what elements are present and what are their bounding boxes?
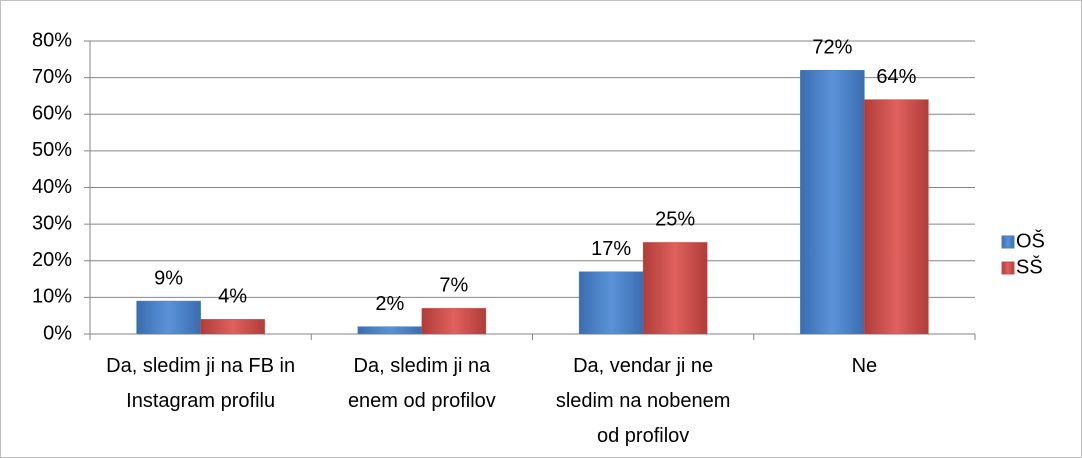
- data-label: 64%: [876, 66, 916, 88]
- bar: [800, 70, 865, 335]
- bar: [357, 326, 423, 335]
- y-tick-label: 10%: [32, 286, 72, 308]
- legend-label: OŠ: [1016, 229, 1045, 252]
- y-tick-label: 0%: [43, 322, 72, 344]
- y-tick-label: 50%: [32, 139, 72, 161]
- data-label: 7%: [439, 275, 468, 297]
- data-label: 4%: [218, 286, 247, 308]
- y-tick-label: 70%: [32, 66, 72, 88]
- data-label: 17%: [591, 238, 631, 260]
- y-tick-label: 20%: [32, 249, 72, 271]
- data-label: 9%: [154, 267, 183, 289]
- y-tick-label: 40%: [32, 176, 72, 198]
- legend-swatch: [1001, 261, 1015, 275]
- data-label: 25%: [655, 209, 695, 231]
- x-tick-label: Da, vendar ji ne sledim na nobenem od prof…: [556, 355, 731, 447]
- bar: [864, 99, 929, 335]
- y-tick-label: 80%: [32, 29, 72, 51]
- y-tick-label: 60%: [32, 103, 72, 125]
- bar: [642, 242, 708, 335]
- x-tick-label: Da, sledim ji na enem od profilov: [348, 355, 496, 412]
- bar: [421, 308, 487, 335]
- y-tick-label: 30%: [32, 212, 72, 234]
- legend-swatch: [1001, 235, 1015, 249]
- data-label: 2%: [375, 293, 404, 315]
- bar: [200, 319, 265, 335]
- x-tick-label: Da, sledim ji na FB in Instagram profilu: [106, 355, 295, 412]
- bar: [578, 271, 644, 335]
- x-tick-label: Ne: [852, 355, 878, 377]
- data-label: 72%: [812, 37, 852, 59]
- legend-label: SŠ: [1016, 255, 1043, 278]
- bar: [136, 300, 201, 335]
